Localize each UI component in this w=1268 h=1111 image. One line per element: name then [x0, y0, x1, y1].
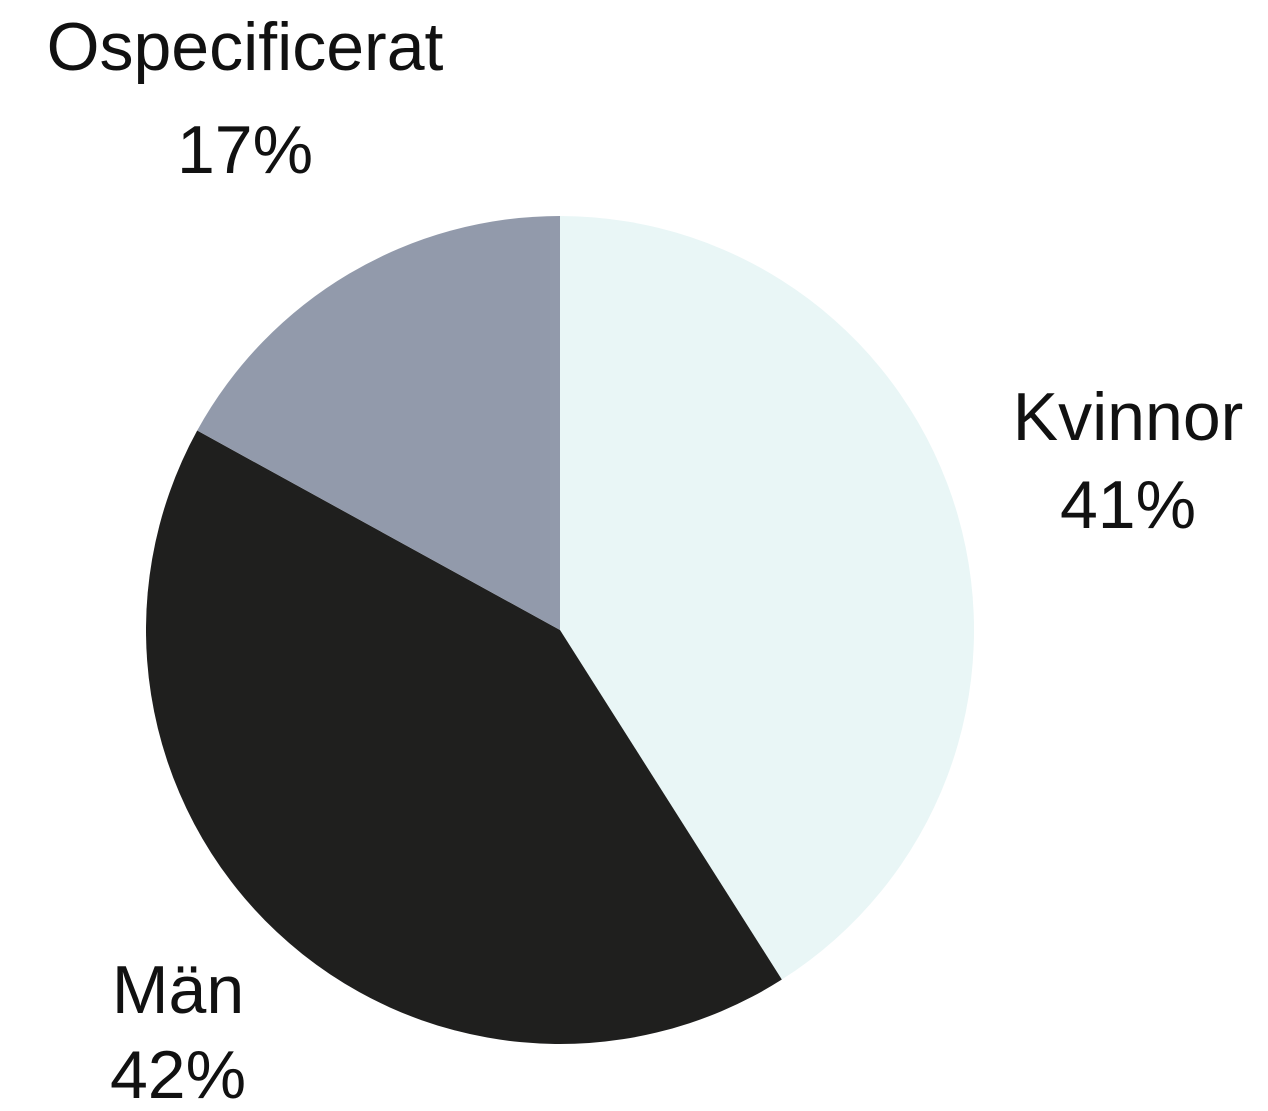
slice-label: Ospecificerat [47, 9, 444, 85]
slice-value-label: 41% [1060, 467, 1196, 543]
pie-slice [560, 216, 974, 980]
pie-slice [146, 430, 782, 1044]
slice-label: Män [112, 952, 244, 1028]
slice-value-label: 42% [110, 1037, 246, 1111]
slice-label: Kvinnor [1013, 379, 1244, 455]
pie-slice [197, 216, 560, 630]
slice-value-label: 17% [177, 112, 313, 188]
